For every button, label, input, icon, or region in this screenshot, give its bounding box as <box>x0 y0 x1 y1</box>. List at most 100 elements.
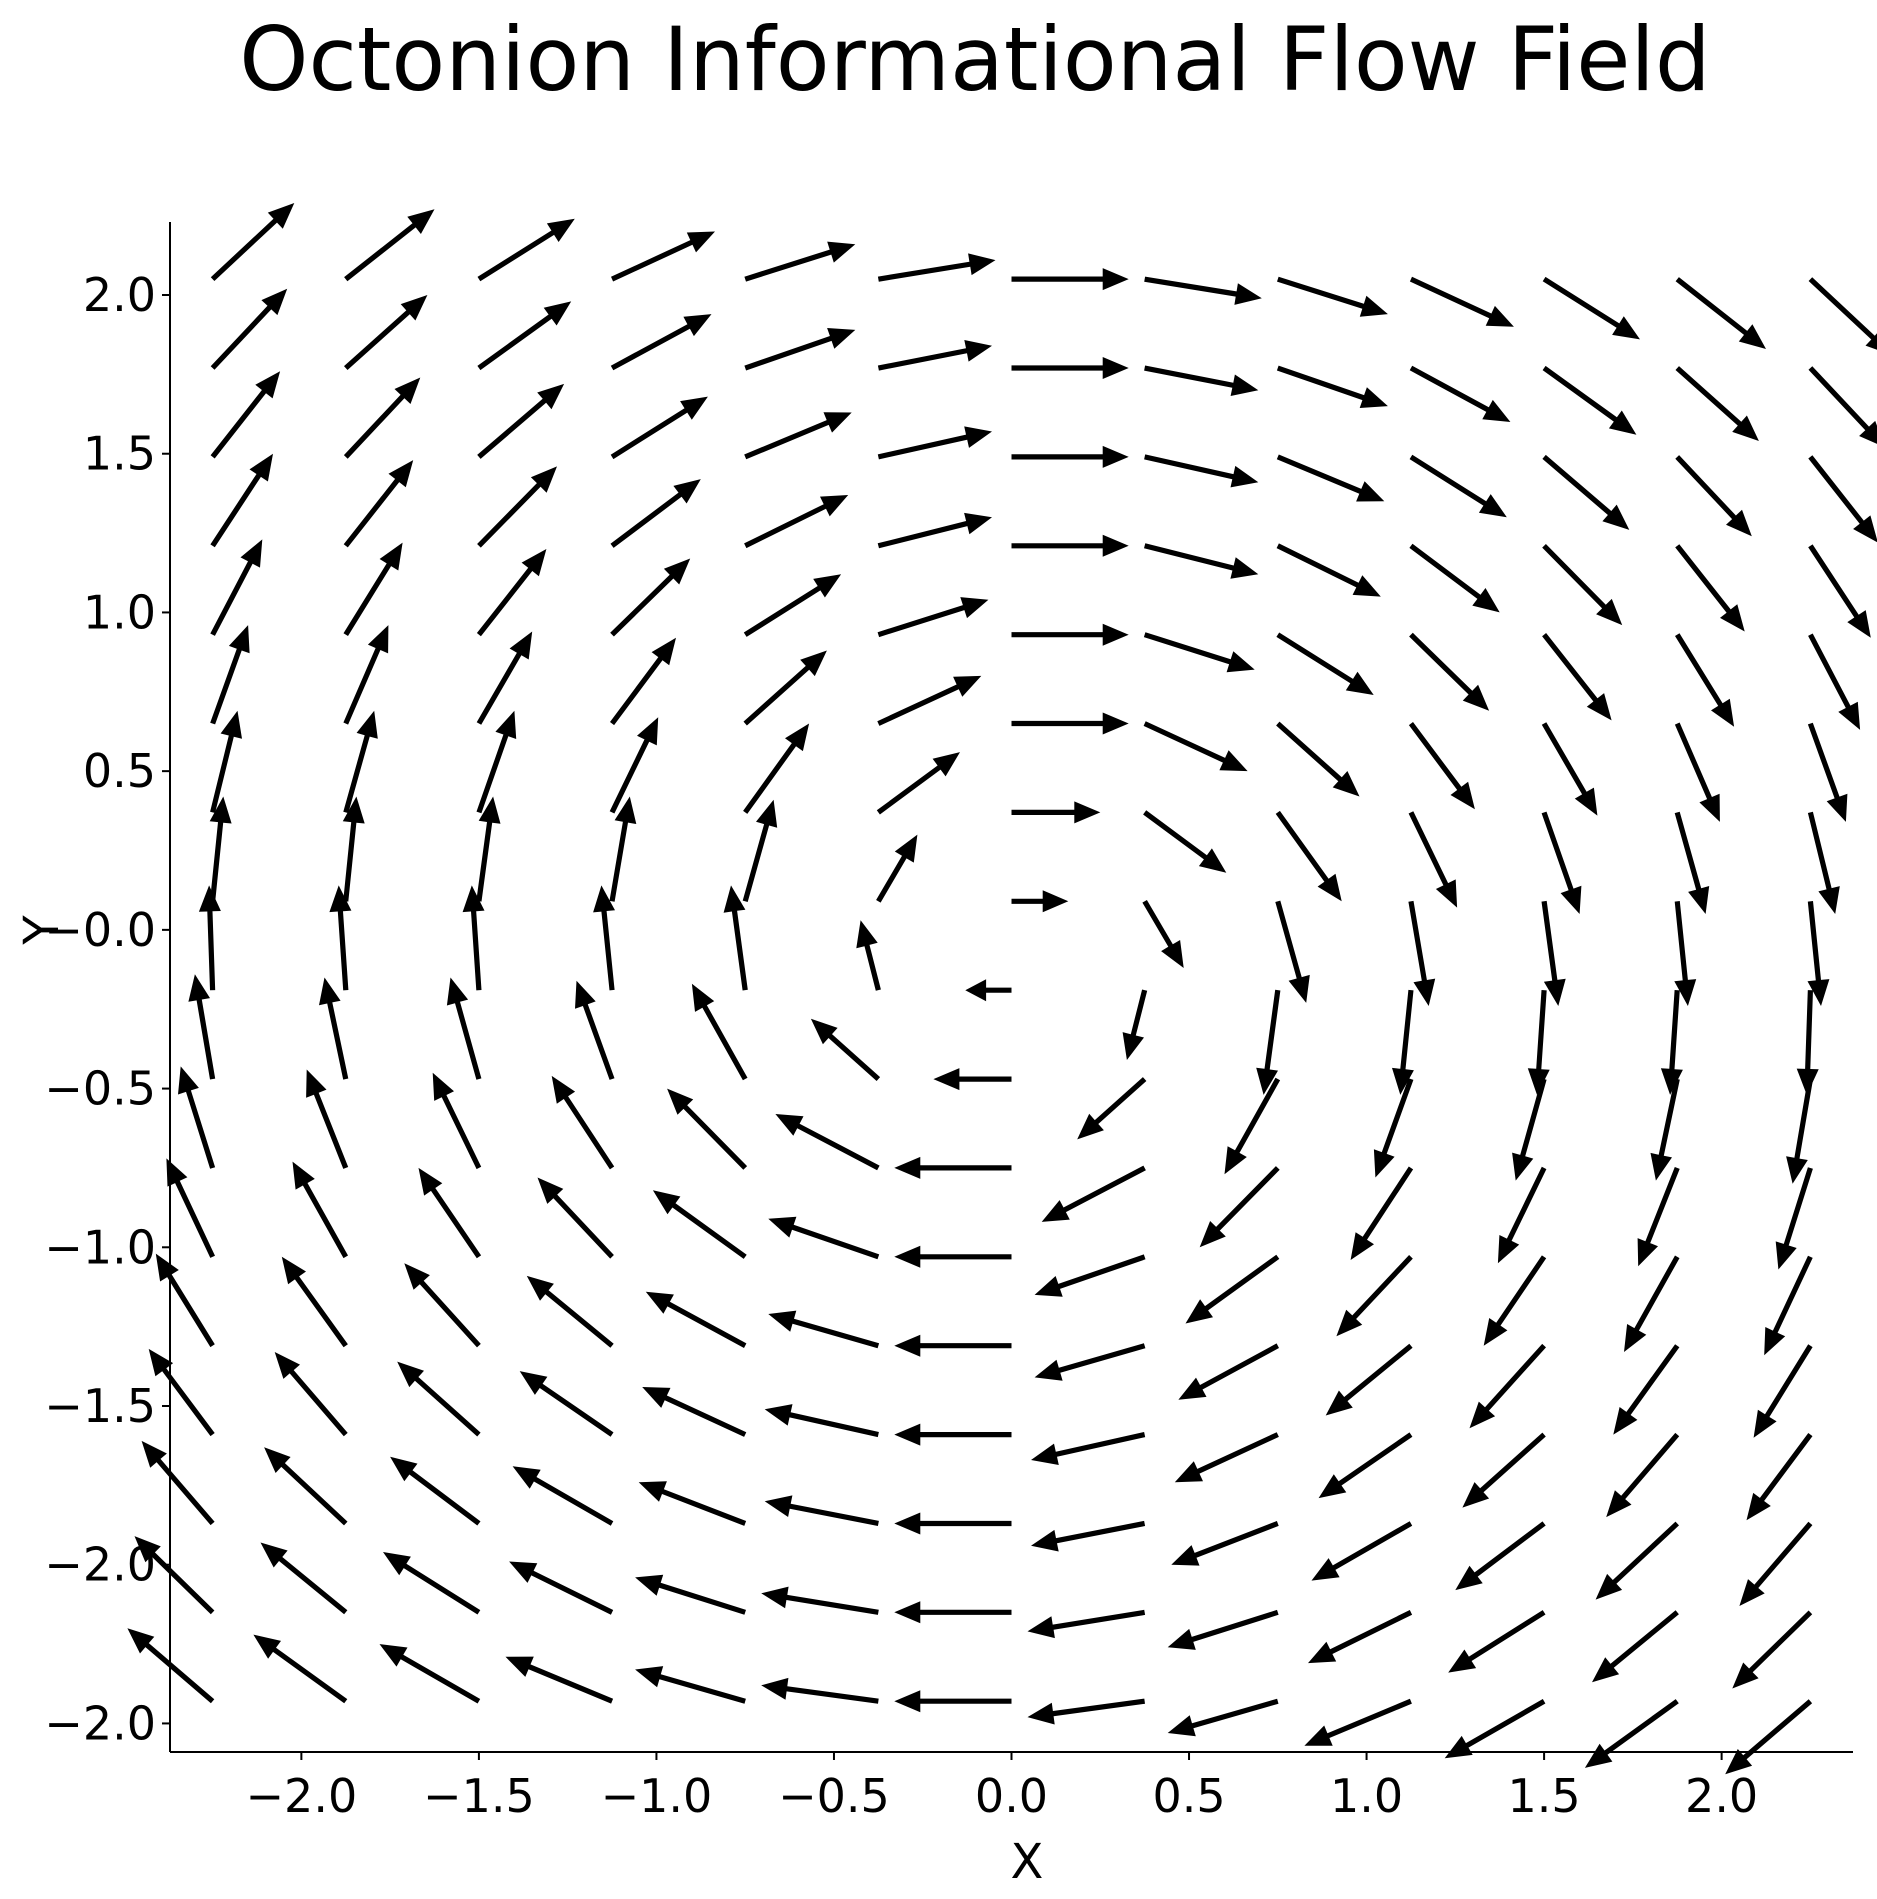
arrow <box>148 1348 215 1437</box>
arrow <box>876 752 960 815</box>
arrow <box>764 1495 879 1526</box>
arrow <box>876 834 918 903</box>
arrow <box>526 1275 614 1348</box>
y-tick-label: 1.0 <box>83 585 156 639</box>
arrow <box>188 974 216 1080</box>
arrow <box>134 1536 215 1615</box>
arrow <box>1637 1167 1680 1267</box>
arrow <box>343 710 378 814</box>
arrow <box>1613 1344 1680 1435</box>
arrow <box>1541 722 1598 816</box>
arrow <box>155 1253 215 1348</box>
arrow <box>210 371 281 459</box>
arrow <box>476 549 547 637</box>
y-tick-label: −2.0 <box>44 1696 156 1750</box>
arrow <box>512 1466 614 1526</box>
arrow <box>610 558 691 637</box>
arrow <box>477 218 575 282</box>
arrow <box>1675 633 1735 727</box>
arrow <box>477 383 565 459</box>
arrow <box>609 796 637 902</box>
arrow <box>1276 454 1385 502</box>
arrow <box>1276 632 1374 695</box>
arrow <box>404 1263 481 1348</box>
arrow <box>1336 1255 1413 1337</box>
arrow <box>1483 1255 1547 1346</box>
arrow <box>1178 1343 1279 1400</box>
x-tick-label: 1.0 <box>1330 1769 1403 1823</box>
arrow <box>1796 990 1819 1095</box>
arrow <box>611 231 715 282</box>
arrow <box>1144 543 1259 579</box>
arrow <box>344 295 428 370</box>
x-tick-label: 0.5 <box>1152 1769 1225 1823</box>
arrow <box>1409 543 1500 613</box>
arrow <box>1739 1521 1813 1606</box>
arrow <box>1373 1078 1414 1178</box>
arrow <box>691 983 748 1081</box>
arrow <box>965 979 1012 1002</box>
arrow <box>1775 1167 1813 1270</box>
arrow <box>1031 1432 1146 1465</box>
arrow <box>1276 543 1381 597</box>
arrow <box>1732 1610 1813 1689</box>
y-tick-label: −0.5 <box>44 1062 156 1116</box>
arrow <box>744 241 856 282</box>
arrow <box>1674 811 1710 914</box>
arrow <box>274 1352 348 1437</box>
arrow <box>343 377 421 459</box>
arrow <box>635 1574 746 1615</box>
arrow <box>1311 1521 1413 1581</box>
arrow <box>537 1177 614 1259</box>
arrow <box>319 977 349 1080</box>
arrow <box>1275 900 1310 1003</box>
x-tick-label: −1.5 <box>423 1769 535 1823</box>
y-tick-label: 0.5 <box>83 744 156 798</box>
arrow <box>1542 633 1612 721</box>
arrow <box>1171 1521 1279 1566</box>
arrow <box>610 637 676 726</box>
arrow <box>519 1371 614 1437</box>
arrow <box>551 1075 615 1170</box>
arrow <box>1624 1255 1680 1352</box>
arrow <box>645 1291 747 1348</box>
arrow <box>1592 1610 1679 1683</box>
arrow <box>1167 1698 1279 1737</box>
arrow <box>127 1628 215 1704</box>
arrow <box>1541 900 1566 1006</box>
arrow <box>1224 1077 1281 1175</box>
arrow <box>635 1666 746 1704</box>
arrow <box>1185 1254 1280 1324</box>
arrow <box>210 288 288 370</box>
y-tick-label: 1.5 <box>83 427 156 481</box>
arrow <box>877 426 992 460</box>
arrow <box>1542 454 1630 530</box>
arrow <box>342 796 365 902</box>
arrow <box>198 885 221 991</box>
arrow <box>894 1156 1012 1179</box>
arrow <box>1725 1699 1813 1775</box>
arrow <box>723 885 748 991</box>
arrow <box>1542 365 1637 435</box>
arrow <box>1174 1432 1279 1483</box>
arrow <box>306 1069 349 1169</box>
arrow <box>281 1256 348 1348</box>
arrow <box>1753 1344 1813 1438</box>
arrow <box>1808 366 1877 444</box>
arrow <box>1674 722 1720 822</box>
arrow <box>894 1601 1012 1624</box>
arrow <box>744 328 856 371</box>
arrow <box>260 1542 348 1615</box>
arrow <box>1011 534 1129 557</box>
arrow <box>593 885 615 991</box>
arrow <box>1011 890 1069 913</box>
arrow <box>1807 901 1830 1006</box>
x-tick-label: −2.0 <box>246 1769 358 1823</box>
arrow <box>1275 810 1342 902</box>
x-tick-label: 2.0 <box>1685 1769 1758 1823</box>
chart-title: Octonion Informational Flow Field <box>239 8 1711 111</box>
arrow <box>509 1561 614 1615</box>
arrow <box>1304 1698 1412 1746</box>
x-tick-label: 0.0 <box>975 1769 1048 1823</box>
arrow <box>1606 1432 1680 1518</box>
